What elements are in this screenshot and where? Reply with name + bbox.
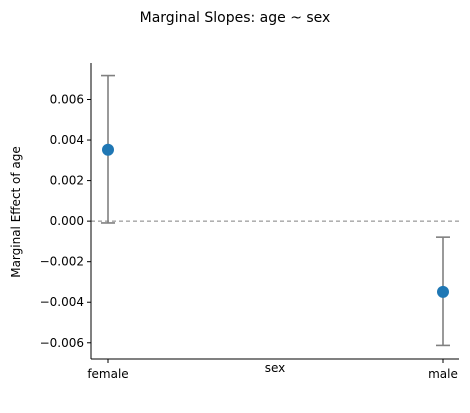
x-tick-label-female: female: [87, 367, 128, 381]
x-tick-label-male: male: [428, 367, 458, 381]
y-axis-label: Marginal Effect of age: [9, 146, 23, 278]
y-tick-label: 0.000: [50, 214, 84, 228]
errorbar-layer: [101, 74, 450, 347]
point-male: [437, 285, 449, 298]
chart-title: Marginal Slopes: age ~ sex: [140, 10, 331, 26]
y-tick-label: 0.006: [50, 92, 84, 106]
y-tick-label: 0.004: [50, 133, 84, 147]
x-axis-label: sex: [265, 361, 286, 375]
y-tick-label: 0.002: [50, 174, 84, 188]
point-layer: [102, 143, 449, 298]
y-tick-label: −0.006: [40, 336, 84, 350]
y-tick-label: −0.004: [40, 295, 84, 309]
point-female: [102, 143, 114, 156]
y-tick-label: −0.002: [40, 255, 84, 269]
axes-layer: −0.006 −0.004 −0.002 0.000 0.002 0.004 0.006 fe…: [40, 63, 459, 381]
